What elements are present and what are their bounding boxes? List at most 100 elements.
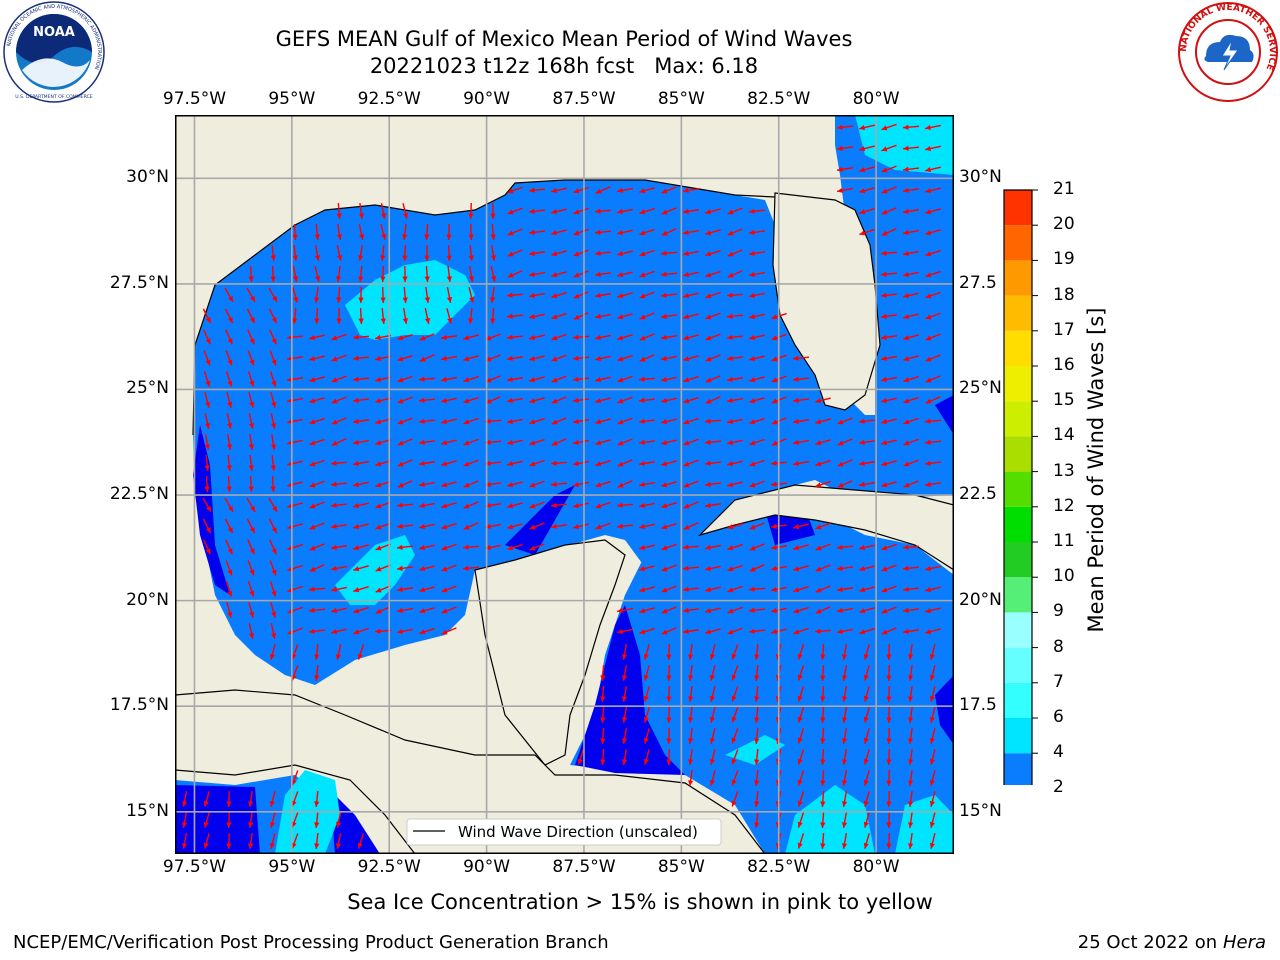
wave-arrow-head: [529, 187, 535, 193]
central-america-land: [175, 689, 766, 854]
wave-arrow-head: [793, 608, 800, 614]
noaa-logo: NOAA NATIONAL OCEANIC AND ATMOSPHERIC AD…: [3, 1, 105, 103]
wave-arrow-head: [335, 842, 342, 849]
wave-arrow-head: [309, 607, 315, 613]
wave-arrow-head: [771, 460, 777, 466]
wave-arrow-head: [617, 229, 624, 236]
wave-arrow-head: [227, 611, 233, 618]
wave-arrow-head: [903, 293, 910, 299]
wave-arrow-head: [705, 293, 712, 299]
wave-arrow-head: [335, 653, 342, 660]
wave-arrow-head: [815, 524, 822, 530]
wave-arrow-head: [595, 482, 602, 488]
wave-arrow-head: [688, 696, 694, 702]
wave-arrow-head: [228, 505, 233, 512]
wave-arrow-head: [903, 482, 910, 488]
wave-arrow-head: [551, 523, 557, 529]
wave-arrow-head: [881, 334, 887, 340]
wave-arrow-head: [551, 377, 558, 383]
wave-arrow-head: [925, 188, 932, 194]
wave-arrow-head: [688, 717, 694, 723]
wave-arrow-head: [731, 800, 737, 807]
wave-arrow-head: [617, 461, 624, 467]
wave-arrow-head: [815, 482, 822, 488]
wave-arrow-head: [181, 822, 188, 828]
wave-arrow-head: [463, 356, 470, 362]
wave-arrow-head: [375, 398, 382, 404]
colorbar-tick-label: 12: [1053, 495, 1075, 516]
wave-arrow-head: [446, 255, 452, 261]
wave-arrow-head: [309, 356, 316, 362]
wave-arrow-head: [903, 565, 909, 571]
wave-arrow-head: [331, 356, 338, 362]
wave-arrow-head: [249, 569, 255, 576]
wave-arrow-head: [754, 654, 760, 660]
wave-arrow-head: [749, 313, 756, 320]
wave-arrow-head: [793, 460, 799, 467]
lat-tick-label: 15°N: [959, 800, 1002, 821]
wave-arrow-head: [573, 272, 580, 278]
wave-arrow-head: [925, 587, 932, 593]
colorbar-outline: [1003, 189, 1033, 785]
wave-arrow-head: [226, 801, 232, 807]
wave-arrow-head: [331, 481, 337, 487]
wave-arrow-head: [595, 377, 602, 383]
lon-tick-label: 80°W: [852, 89, 900, 109]
wave-arrow-head: [397, 586, 403, 592]
wave-arrow-head: [925, 293, 932, 299]
wave-arrow-head: [375, 377, 382, 383]
wave-arrow-head: [600, 717, 606, 723]
wave-arrow-head: [754, 717, 760, 723]
wave-arrow-head: [248, 422, 255, 429]
wave-arrow-head: [754, 738, 760, 744]
wave-arrow-head: [621, 738, 628, 744]
wave-arrow-head: [573, 188, 580, 194]
wave-arrow-head: [551, 356, 558, 362]
wave-arrow-head: [375, 482, 382, 488]
wave-arrow-head: [683, 356, 690, 362]
wave-arrow-head: [639, 397, 645, 403]
wave-arrow-head: [314, 822, 320, 828]
wave-arrow-head: [441, 419, 448, 425]
wave-arrow-head: [749, 356, 756, 362]
wave-arrow-head: [226, 422, 233, 429]
wave-arrow-head: [881, 271, 887, 277]
wave-arrow-head: [837, 166, 843, 172]
wave-arrow-head: [380, 276, 386, 282]
wave-arrow-head: [291, 779, 297, 786]
wave-arrow-head: [227, 380, 233, 387]
wave-arrow-head: [837, 565, 843, 571]
wave-arrow-head: [309, 628, 315, 634]
wave-arrow-head: [315, 275, 321, 282]
wave-arrow-head: [269, 800, 275, 807]
lon-tick-label: 87.5°W: [552, 89, 616, 109]
wave-arrow-head: [815, 461, 822, 467]
wave-arrow-head: [666, 675, 672, 681]
wave-arrow-head: [749, 566, 756, 572]
wave-arrow-head: [837, 440, 844, 446]
wave-arrow-head: [661, 461, 668, 467]
wave-arrow-head: [661, 482, 668, 488]
wave-arrow-head: [463, 565, 469, 571]
wave-arrow-head: [731, 758, 737, 765]
wave-arrow-head: [353, 334, 359, 340]
wave-arrow-head: [903, 628, 909, 634]
wave-arrow-head: [375, 440, 382, 446]
wave-arrow-head: [271, 527, 277, 534]
colorbar-tick-label: 10: [1053, 566, 1075, 587]
wave-arrow-head: [271, 569, 277, 576]
wave-arrow-head: [863, 821, 869, 828]
wave-arrow-head: [683, 419, 690, 425]
wave-arrow-head: [841, 801, 848, 807]
wave-arrow-head: [771, 356, 778, 362]
wave-arrow-head: [529, 545, 536, 551]
wave-arrow-head: [309, 524, 316, 530]
wave-arrow-head: [375, 461, 382, 467]
wave-arrow-head: [705, 251, 712, 257]
wave-arrow-head: [621, 759, 628, 765]
wave-arrow-head: [248, 486, 254, 492]
wave-arrow-head: [293, 296, 299, 303]
wave-arrow-head: [771, 565, 777, 572]
wave-arrow-head: [551, 230, 558, 236]
wave-arrow-head: [357, 842, 363, 849]
